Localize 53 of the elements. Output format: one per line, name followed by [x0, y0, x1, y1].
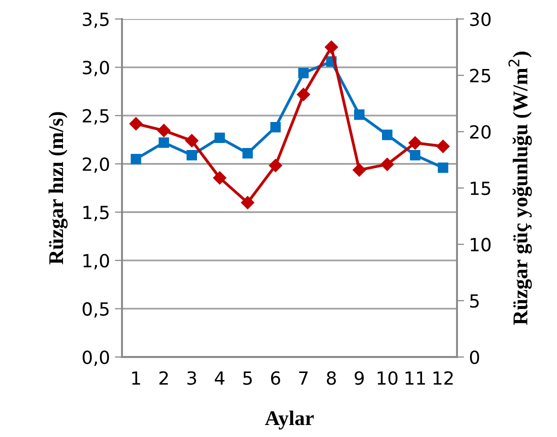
- y-tick-label: 2,5: [82, 109, 109, 125]
- y-tick-label: 1,0: [83, 254, 109, 270]
- point: [324, 40, 338, 54]
- x-tick-label: 12: [434, 371, 453, 385]
- y2-tick-label: 0: [470, 350, 480, 364]
- point: [186, 150, 197, 160]
- point: [298, 68, 309, 78]
- point: [382, 130, 392, 140]
- point: [410, 150, 420, 160]
- point: [268, 158, 282, 172]
- y-tick-label: 3,5: [82, 12, 109, 28]
- x-axis-title: Aylar: [265, 410, 314, 430]
- point: [436, 140, 450, 153]
- x-tick-label: 8: [326, 371, 336, 385]
- y2-tick-label: 15: [470, 182, 490, 196]
- point: [270, 122, 281, 132]
- y2-tick-label: 25: [470, 68, 490, 82]
- y2-tick-label: 10: [470, 238, 491, 252]
- y2-tick-label: 5: [470, 294, 479, 308]
- x-tick-label: 6: [271, 371, 280, 385]
- y2-tick-label: 30: [470, 12, 491, 26]
- y2-tick-label: 20: [470, 125, 491, 139]
- point: [380, 158, 394, 171]
- point: [352, 163, 366, 177]
- x-tick-label: 4: [214, 371, 224, 385]
- y-axis-title: Rüzgar hızı (m/s): [48, 112, 68, 264]
- point: [408, 136, 422, 150]
- point: [242, 148, 253, 158]
- x-tick-label: 2: [159, 371, 168, 385]
- point: [241, 196, 254, 210]
- point: [158, 137, 170, 148]
- point: [157, 124, 170, 138]
- x-tick-label: 11: [406, 371, 425, 385]
- point: [213, 171, 226, 184]
- y-tick-label: 3,0: [82, 60, 109, 76]
- point: [130, 154, 142, 164]
- x-tick-label: 5: [243, 371, 252, 385]
- x-tick-label: 9: [354, 371, 364, 385]
- x-tick-label: 3: [187, 371, 196, 385]
- x-tick-label: 10: [378, 371, 398, 385]
- y2-axis-title: Rüzgar güç yoğunluğu (W/m$^{2}$): [508, 52, 532, 325]
- x-tick-label: 1: [132, 371, 140, 385]
- y-tick-label: 0,0: [82, 350, 109, 366]
- point: [296, 88, 310, 102]
- point: [214, 132, 225, 143]
- point: [185, 134, 198, 148]
- y-tick-label: 0,5: [82, 302, 109, 318]
- y-tick-label: 1,5: [83, 206, 109, 222]
- point: [438, 162, 448, 173]
- x-tick-label: 7: [299, 371, 308, 385]
- y-tick-label: 2,0: [82, 157, 109, 173]
- point: [129, 117, 143, 130]
- point: [354, 109, 364, 120]
